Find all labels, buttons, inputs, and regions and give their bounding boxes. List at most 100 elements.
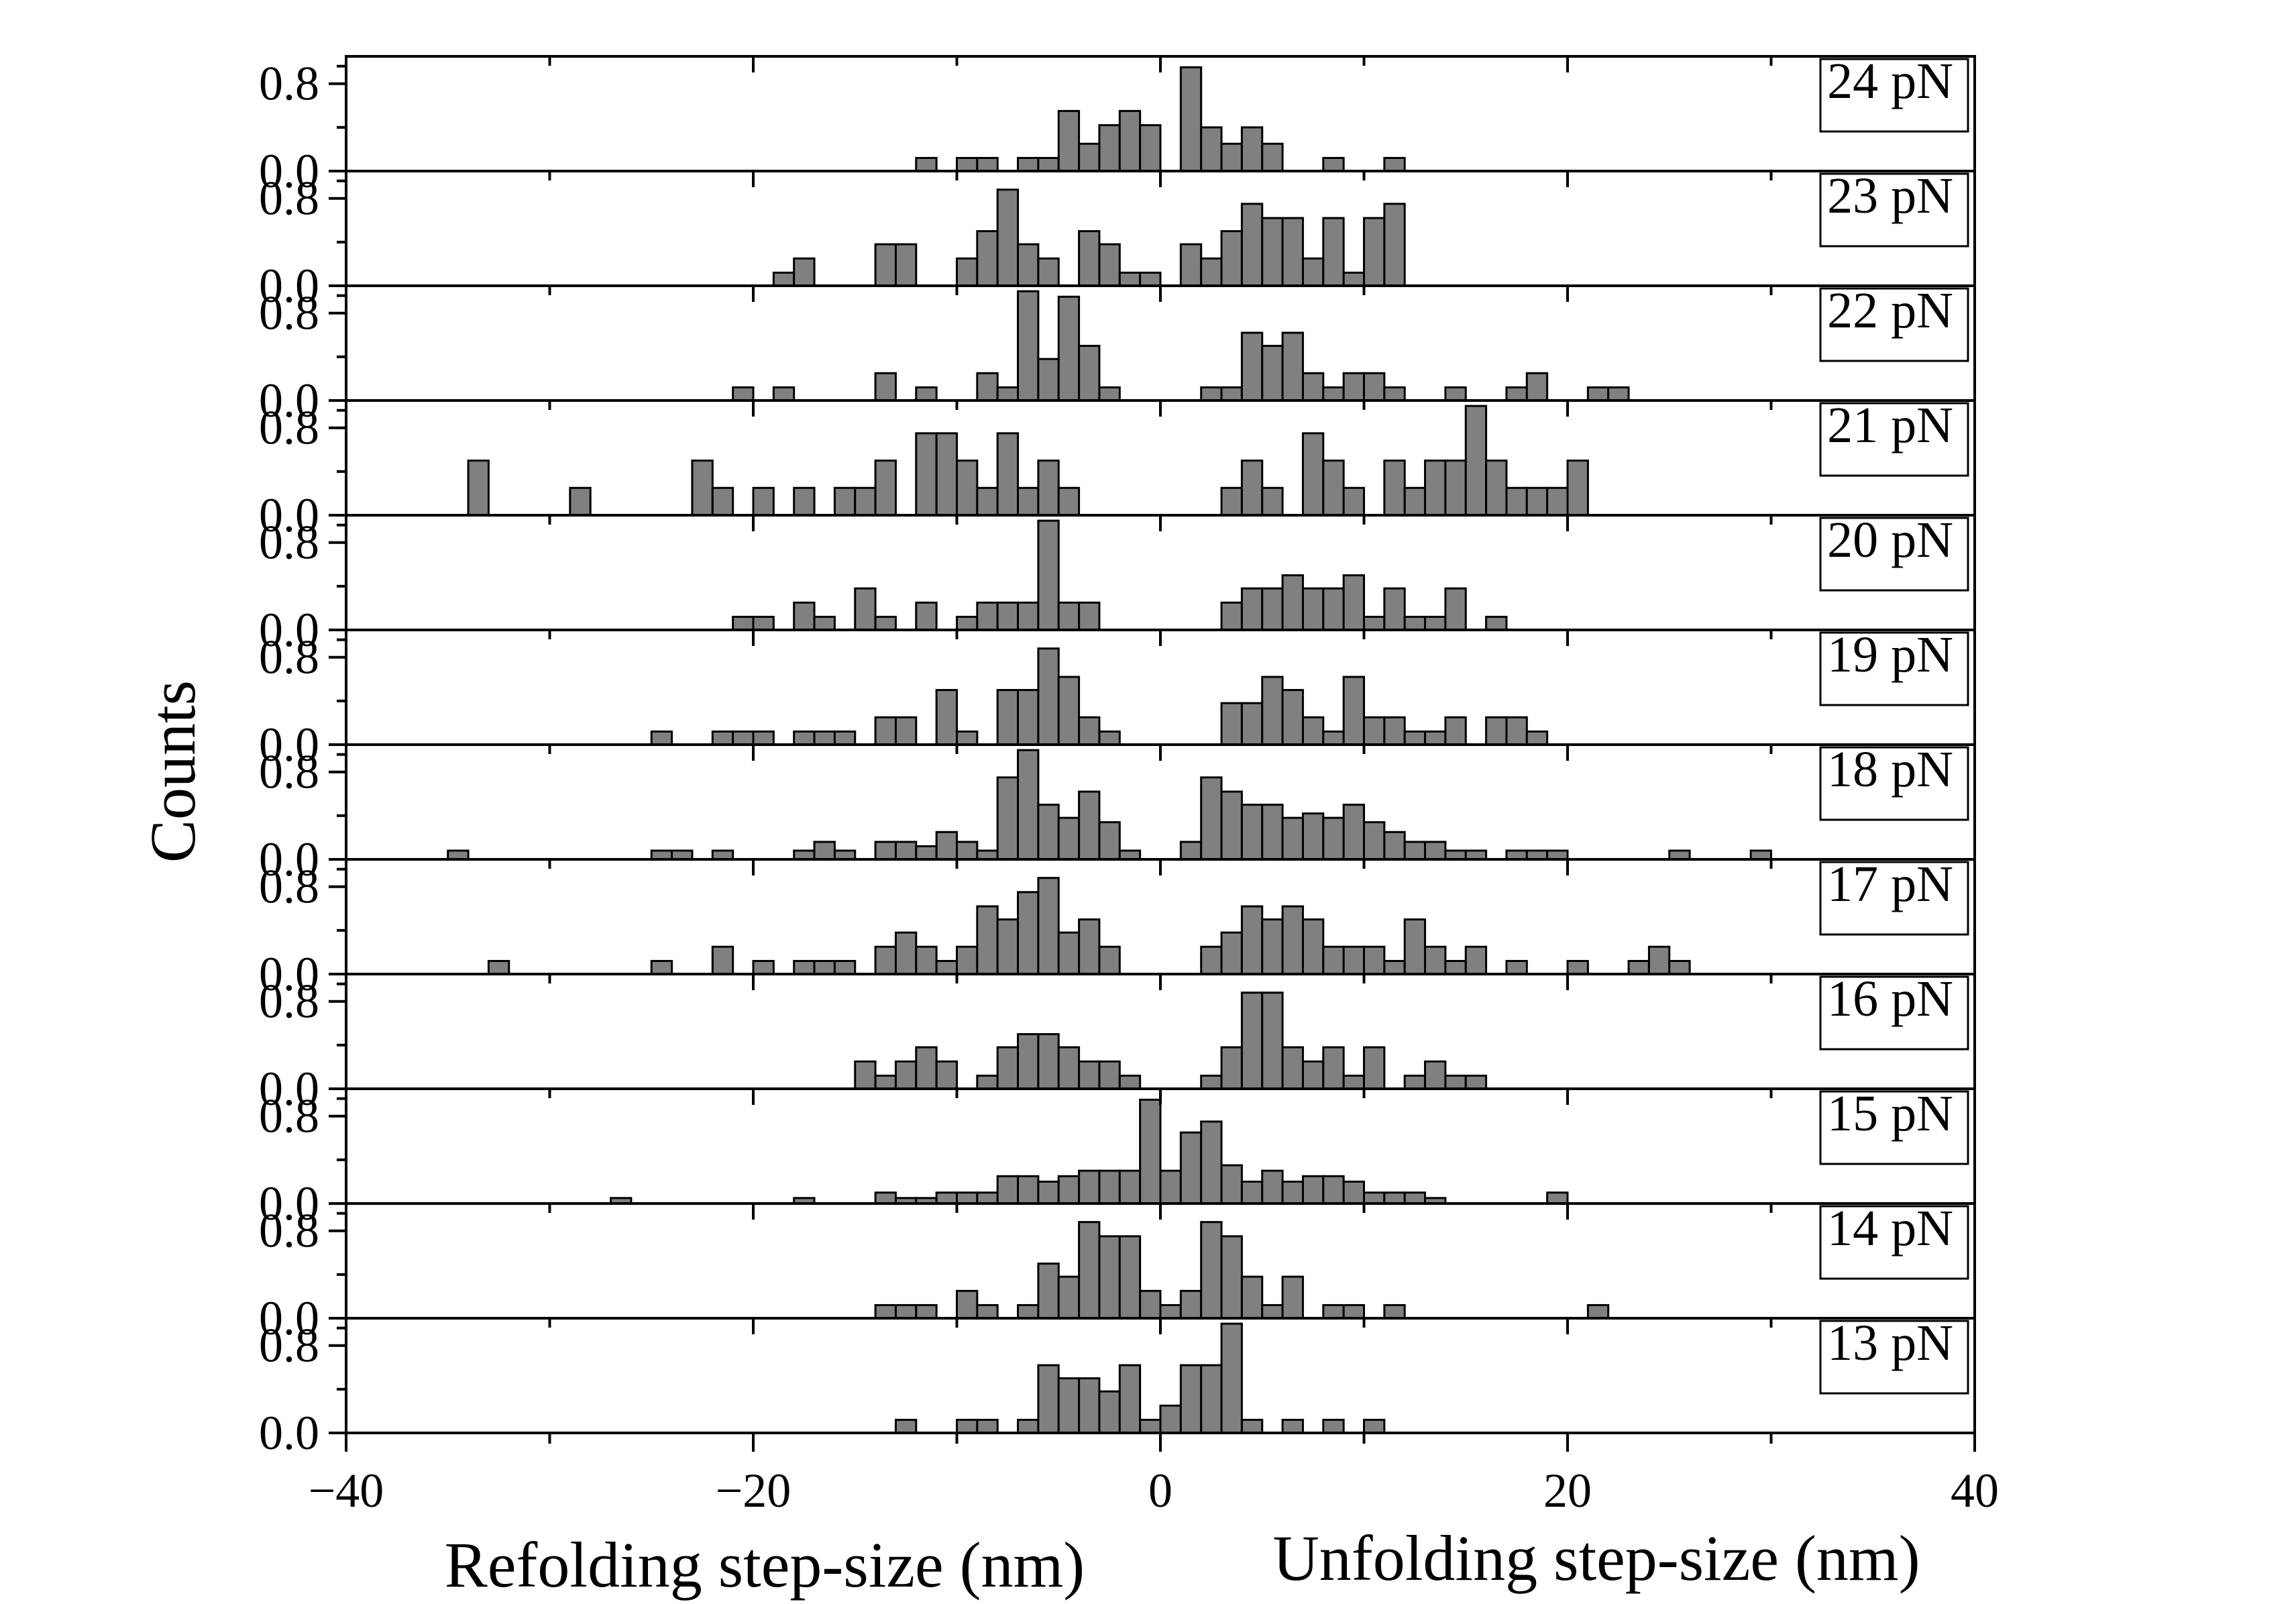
histogram-bar xyxy=(1017,290,1040,402)
histogram-bar xyxy=(1220,1235,1243,1320)
y-tick-label: 0.8 xyxy=(259,1089,319,1143)
histogram-bar xyxy=(1220,931,1243,975)
histogram-bar xyxy=(1322,1418,1345,1434)
y-tick-label: 0.0 xyxy=(259,947,319,1001)
histogram-bar xyxy=(752,730,775,746)
histogram-bar xyxy=(976,230,999,287)
histogram-bar xyxy=(1281,905,1304,975)
histogram-bar xyxy=(1098,730,1121,746)
histogram-bar xyxy=(1566,460,1589,517)
histogram-bar xyxy=(1342,372,1366,402)
histogram-bar xyxy=(813,615,836,631)
histogram-bar xyxy=(1363,372,1386,402)
histogram-bar xyxy=(1586,1303,1610,1320)
y-tick-label: 0.8 xyxy=(259,1204,319,1258)
histogram-bar xyxy=(1200,1074,1223,1090)
histogram-bar xyxy=(1200,776,1223,861)
histogram-bar xyxy=(956,1191,979,1205)
y-tick-label: 0.8 xyxy=(259,975,319,1028)
histogram-bar xyxy=(1546,1191,1569,1205)
histogram-bar xyxy=(1240,587,1264,631)
histogram-bar xyxy=(915,156,938,172)
y-tick-label: 0.0 xyxy=(259,1177,319,1230)
histogram-bar xyxy=(1078,230,1101,287)
histogram-bar xyxy=(1017,1303,1040,1320)
y-tick-label: 0.0 xyxy=(259,1291,319,1345)
histogram-bar xyxy=(1342,804,1366,861)
y-tick-label: 0.8 xyxy=(259,631,319,684)
histogram-bar xyxy=(1017,689,1040,746)
histogram-bar xyxy=(1240,1275,1264,1320)
histogram-bar xyxy=(1240,331,1264,402)
histogram-bar xyxy=(793,601,816,631)
y-tick-label: 0.0 xyxy=(259,1406,319,1460)
histogram-bar xyxy=(1668,959,1691,975)
histogram-bar xyxy=(833,730,857,746)
histogram-bar xyxy=(1078,1221,1101,1320)
histogram-bar xyxy=(1322,945,1345,975)
histogram-bar xyxy=(732,615,755,631)
histogram-bar xyxy=(956,615,979,631)
histogram-bar xyxy=(894,1060,918,1090)
histogram-bar xyxy=(874,460,897,517)
y-tick-label: 0.8 xyxy=(259,401,319,455)
histogram-bar xyxy=(1383,959,1406,975)
histogram-bar xyxy=(1037,1180,1060,1205)
histogram-bar xyxy=(1139,124,1162,172)
histogram-bar xyxy=(1607,386,1630,402)
histogram-bar xyxy=(1464,945,1488,975)
histogram-bar xyxy=(1281,1180,1304,1205)
histogram-bar xyxy=(732,730,755,746)
histogram-bar xyxy=(996,432,1020,517)
y-tick-label: 0.0 xyxy=(259,374,319,427)
x-tick-label: 20 xyxy=(1543,1464,1592,1517)
histogram-bar xyxy=(1383,386,1406,402)
histogram-bar xyxy=(1240,1418,1264,1434)
histogram-bar xyxy=(935,689,959,746)
histogram-bar xyxy=(956,257,979,287)
panel-force-label: 24 pN xyxy=(1827,53,1953,109)
histogram-bar xyxy=(854,587,877,631)
histogram-bar xyxy=(915,386,938,402)
histogram-bar xyxy=(1261,1169,1284,1205)
histogram-bar xyxy=(1485,460,1508,517)
histogram-bar xyxy=(1281,331,1304,402)
histogram-bar xyxy=(1037,519,1060,631)
y-axis-title: Counts xyxy=(137,680,209,863)
histogram-bar xyxy=(1159,1303,1182,1320)
histogram-bar xyxy=(1017,243,1040,287)
histogram-bar xyxy=(874,716,897,746)
panel-label-box xyxy=(1819,58,1969,133)
histogram-bar xyxy=(1057,931,1081,975)
histogram-bar xyxy=(1057,1046,1081,1090)
histogram-bar xyxy=(1342,1074,1366,1090)
histogram-bar xyxy=(793,257,816,287)
panel-force-label: 20 pN xyxy=(1827,512,1953,568)
histogram-bar xyxy=(956,841,979,861)
panel-label-box xyxy=(1819,1205,1969,1280)
histogram-bar xyxy=(1301,1175,1325,1205)
histogram-bar xyxy=(1159,1404,1182,1434)
x-axis-title-refolding: Refolding step-size (nm) xyxy=(445,1529,1085,1601)
histogram-bar xyxy=(1383,203,1406,287)
panel-frame xyxy=(345,629,1976,746)
panel-17-pn: 0.0 0.8 17 pN xyxy=(259,856,1976,1001)
histogram-bar xyxy=(1240,804,1264,861)
histogram-bar xyxy=(1200,126,1223,172)
histogram-bar xyxy=(1037,156,1060,172)
histogram-bar xyxy=(976,905,999,975)
histogram-bar xyxy=(1363,945,1386,975)
histogram-bar xyxy=(1322,730,1345,746)
histogram-bar xyxy=(1403,615,1427,631)
histogram-bar xyxy=(1342,676,1366,746)
histogram-bar xyxy=(1200,1364,1223,1434)
histogram-bar xyxy=(935,432,959,517)
histogram-bar xyxy=(976,1191,999,1205)
panel-label-box xyxy=(1819,746,1969,821)
histogram-bar xyxy=(1301,812,1325,861)
histogram-bar xyxy=(1424,730,1447,746)
histogram-bar xyxy=(1261,992,1284,1090)
histogram-bar xyxy=(1424,460,1447,517)
histogram-bar xyxy=(1464,405,1488,517)
histogram-bar xyxy=(1261,345,1284,402)
